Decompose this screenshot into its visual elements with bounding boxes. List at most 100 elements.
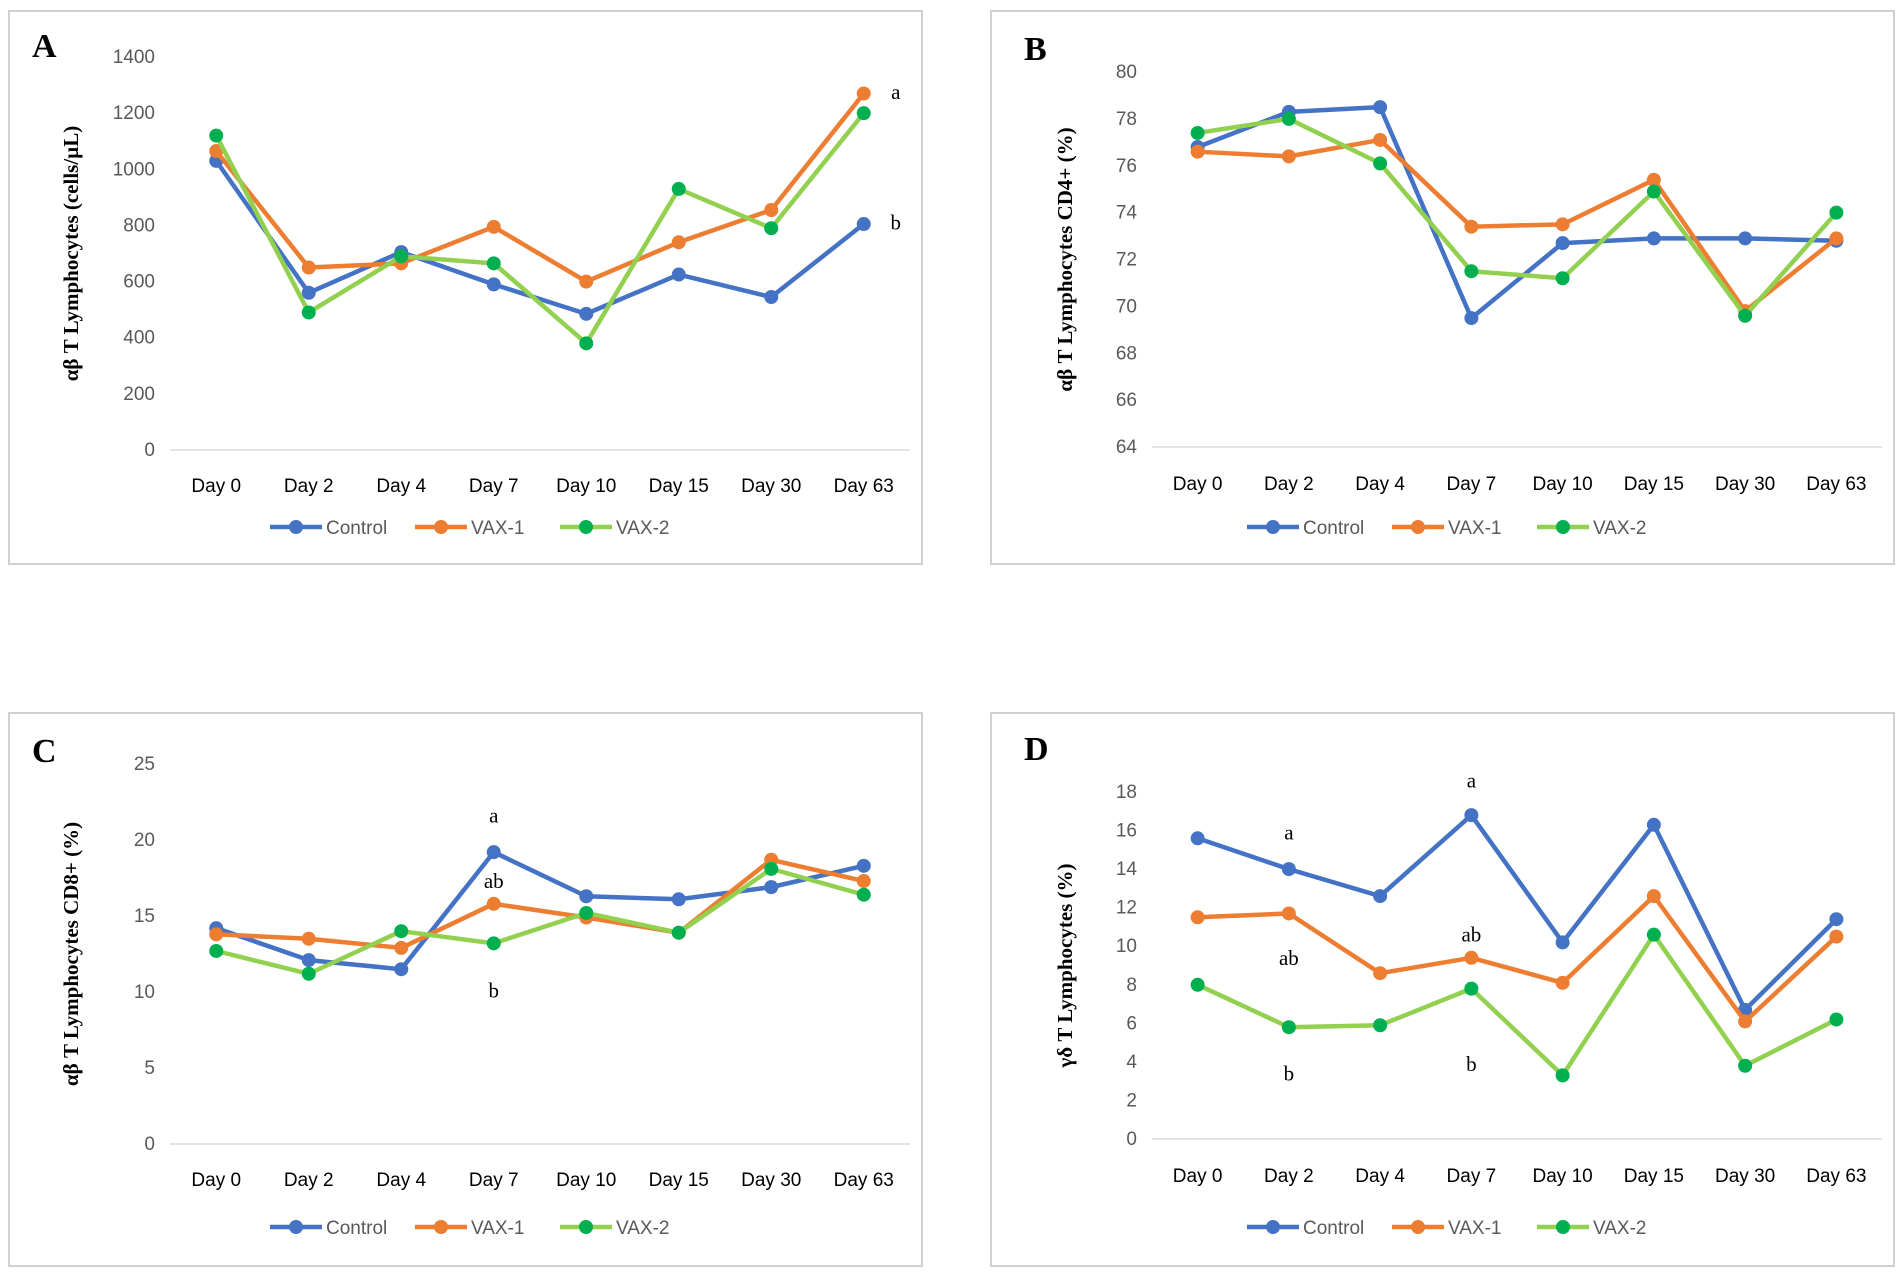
y-axis-label-a: αβ T Lymphocytes (cells/µL) xyxy=(59,126,83,382)
annotation-d-3: a xyxy=(1467,768,1477,792)
annotation-c-0: a xyxy=(489,804,499,828)
data-point-a-vax-2-day-30 xyxy=(764,221,779,236)
data-point-d-control-day-15 xyxy=(1646,817,1661,832)
data-point-b-vax-1-day-0 xyxy=(1190,144,1205,159)
x-tick-label-b-day-0: Day 0 xyxy=(1173,474,1223,495)
data-point-b-control-day-30 xyxy=(1738,231,1753,246)
data-point-a-control-day-63 xyxy=(856,217,871,232)
legend-label-a-vax-1: VAX-1 xyxy=(471,518,525,539)
data-point-d-control-day-63 xyxy=(1829,912,1844,927)
y-tick-label-c-20: 20 xyxy=(134,830,155,851)
y-tick-label-d-18: 18 xyxy=(1116,782,1137,803)
legend-marker-b-vax-2 xyxy=(1556,520,1570,534)
annotation-d-0: a xyxy=(1284,820,1294,844)
panel-letter-b: B xyxy=(1024,31,1047,68)
data-point-a-vax-2-day-10 xyxy=(579,336,594,351)
x-tick-label-d-day-10: Day 10 xyxy=(1533,1166,1593,1187)
data-point-c-vax-2-day-0 xyxy=(209,943,224,958)
data-point-d-vax-2-day-15 xyxy=(1646,927,1661,942)
annotation-c-2: b xyxy=(489,978,500,1002)
data-point-c-control-day-4 xyxy=(394,962,409,977)
x-tick-label-b-day-4: Day 4 xyxy=(1355,474,1405,495)
data-point-c-vax-1-day-63 xyxy=(856,874,871,889)
data-point-b-vax-1-day-2 xyxy=(1281,149,1296,164)
y-tick-label-a-1200: 1200 xyxy=(113,103,155,124)
data-point-d-vax-1-day-63 xyxy=(1829,929,1844,944)
data-point-a-vax-2-day-4 xyxy=(394,249,409,264)
data-point-d-vax-2-day-2 xyxy=(1281,1020,1296,1035)
y-axis-label-d: γδ T Lymphocytes (%) xyxy=(1053,863,1077,1068)
data-point-c-control-day-63 xyxy=(856,858,871,873)
data-point-c-vax-2-day-15 xyxy=(671,925,686,940)
data-point-d-vax-2-day-4 xyxy=(1373,1018,1388,1033)
series-line-a-vax-1 xyxy=(214,92,866,284)
data-point-d-vax-2-day-30 xyxy=(1738,1058,1753,1073)
annotation-d-5: b xyxy=(1466,1052,1477,1076)
y-tick-label-b-68: 68 xyxy=(1116,343,1137,364)
data-point-a-vax-1-day-0 xyxy=(209,144,224,159)
data-point-b-control-day-7 xyxy=(1464,311,1479,326)
data-point-b-vax-2-day-30 xyxy=(1738,308,1753,323)
x-tick-label-b-day-30: Day 30 xyxy=(1715,474,1775,495)
x-tick-label-d-day-15: Day 15 xyxy=(1624,1166,1684,1187)
legend-label-a-control: Control xyxy=(326,518,387,539)
data-point-d-vax-1-day-15 xyxy=(1646,889,1661,904)
y-tick-label-c-0: 0 xyxy=(144,1134,155,1155)
x-tick-label-c-day-30: Day 30 xyxy=(741,1170,801,1191)
y-tick-label-b-78: 78 xyxy=(1116,109,1137,130)
legend-marker-d-vax-1 xyxy=(1411,1220,1425,1234)
legend-label-c-control: Control xyxy=(326,1218,387,1239)
y-tick-label-d-16: 16 xyxy=(1116,821,1137,842)
x-tick-label-b-day-7: Day 7 xyxy=(1447,474,1497,495)
x-tick-label-c-day-63: Day 63 xyxy=(834,1170,894,1191)
series-line-d-control xyxy=(1196,812,1838,1013)
x-tick-label-a-day-7: Day 7 xyxy=(469,476,519,497)
y-tick-label-d-4: 4 xyxy=(1126,1052,1137,1073)
data-point-d-vax-1-day-4 xyxy=(1373,966,1388,981)
x-tick-label-d-day-30: Day 30 xyxy=(1715,1166,1775,1187)
x-tick-label-a-day-2: Day 2 xyxy=(284,476,334,497)
y-tick-label-d-6: 6 xyxy=(1126,1013,1137,1034)
data-point-c-control-day-10 xyxy=(579,889,594,904)
data-point-d-vax-1-day-30 xyxy=(1738,1014,1753,1029)
y-tick-label-b-64: 64 xyxy=(1116,437,1138,458)
legend-marker-d-vax-2 xyxy=(1556,1220,1570,1234)
annotation-a-0: a xyxy=(891,80,901,104)
chart-d-svg: Dγδ T Lymphocytes (%) 0 2 4 6 8 10 12 14 16 18 Day … xyxy=(1024,731,1882,1239)
data-point-d-control-day-4 xyxy=(1373,889,1388,904)
series-line-d-vax-1 xyxy=(1197,893,1838,1024)
data-point-a-control-day-15 xyxy=(671,267,686,282)
data-point-d-vax-1-day-10 xyxy=(1555,975,1570,990)
legend-label-b-vax-1: VAX-1 xyxy=(1448,518,1502,539)
data-point-c-control-day-30 xyxy=(764,880,779,895)
legend-marker-a-control xyxy=(289,520,303,534)
data-point-c-vax-1-day-4 xyxy=(394,940,409,955)
x-tick-label-c-day-7: Day 7 xyxy=(469,1170,519,1191)
data-point-a-control-day-30 xyxy=(764,290,779,305)
data-point-b-vax-2-day-15 xyxy=(1646,184,1661,199)
data-point-c-control-day-15 xyxy=(671,892,686,907)
y-tick-label-d-10: 10 xyxy=(1116,936,1137,957)
legend-marker-c-control xyxy=(289,1220,303,1234)
x-tick-label-b-day-2: Day 2 xyxy=(1264,474,1314,495)
x-tick-label-d-day-63: Day 63 xyxy=(1806,1166,1866,1187)
x-tick-label-d-day-4: Day 4 xyxy=(1355,1166,1405,1187)
y-tick-label-a-1000: 1000 xyxy=(113,159,155,180)
y-tick-label-d-0: 0 xyxy=(1126,1129,1137,1150)
annotation-d-4: ab xyxy=(1461,923,1481,947)
data-point-b-control-day-15 xyxy=(1646,231,1661,246)
legend-label-a-vax-2: VAX-2 xyxy=(616,518,670,539)
data-point-a-control-day-2 xyxy=(301,285,316,300)
legend-label-d-vax-1: VAX-1 xyxy=(1448,1218,1502,1239)
series-line-a-vax-2 xyxy=(214,111,866,346)
data-point-c-vax-1-day-2 xyxy=(301,931,316,946)
data-point-a-vax-1-day-7 xyxy=(486,219,501,234)
data-point-b-vax-1-day-15 xyxy=(1646,172,1661,187)
data-point-c-control-day-2 xyxy=(301,953,316,968)
data-point-a-vax-2-day-15 xyxy=(671,181,686,196)
data-point-c-vax-2-day-7 xyxy=(486,936,501,951)
y-tick-label-d-14: 14 xyxy=(1116,859,1138,880)
y-tick-label-c-5: 5 xyxy=(144,1058,155,1079)
y-tick-label-b-70: 70 xyxy=(1116,296,1137,317)
x-tick-label-c-day-10: Day 10 xyxy=(556,1170,616,1191)
